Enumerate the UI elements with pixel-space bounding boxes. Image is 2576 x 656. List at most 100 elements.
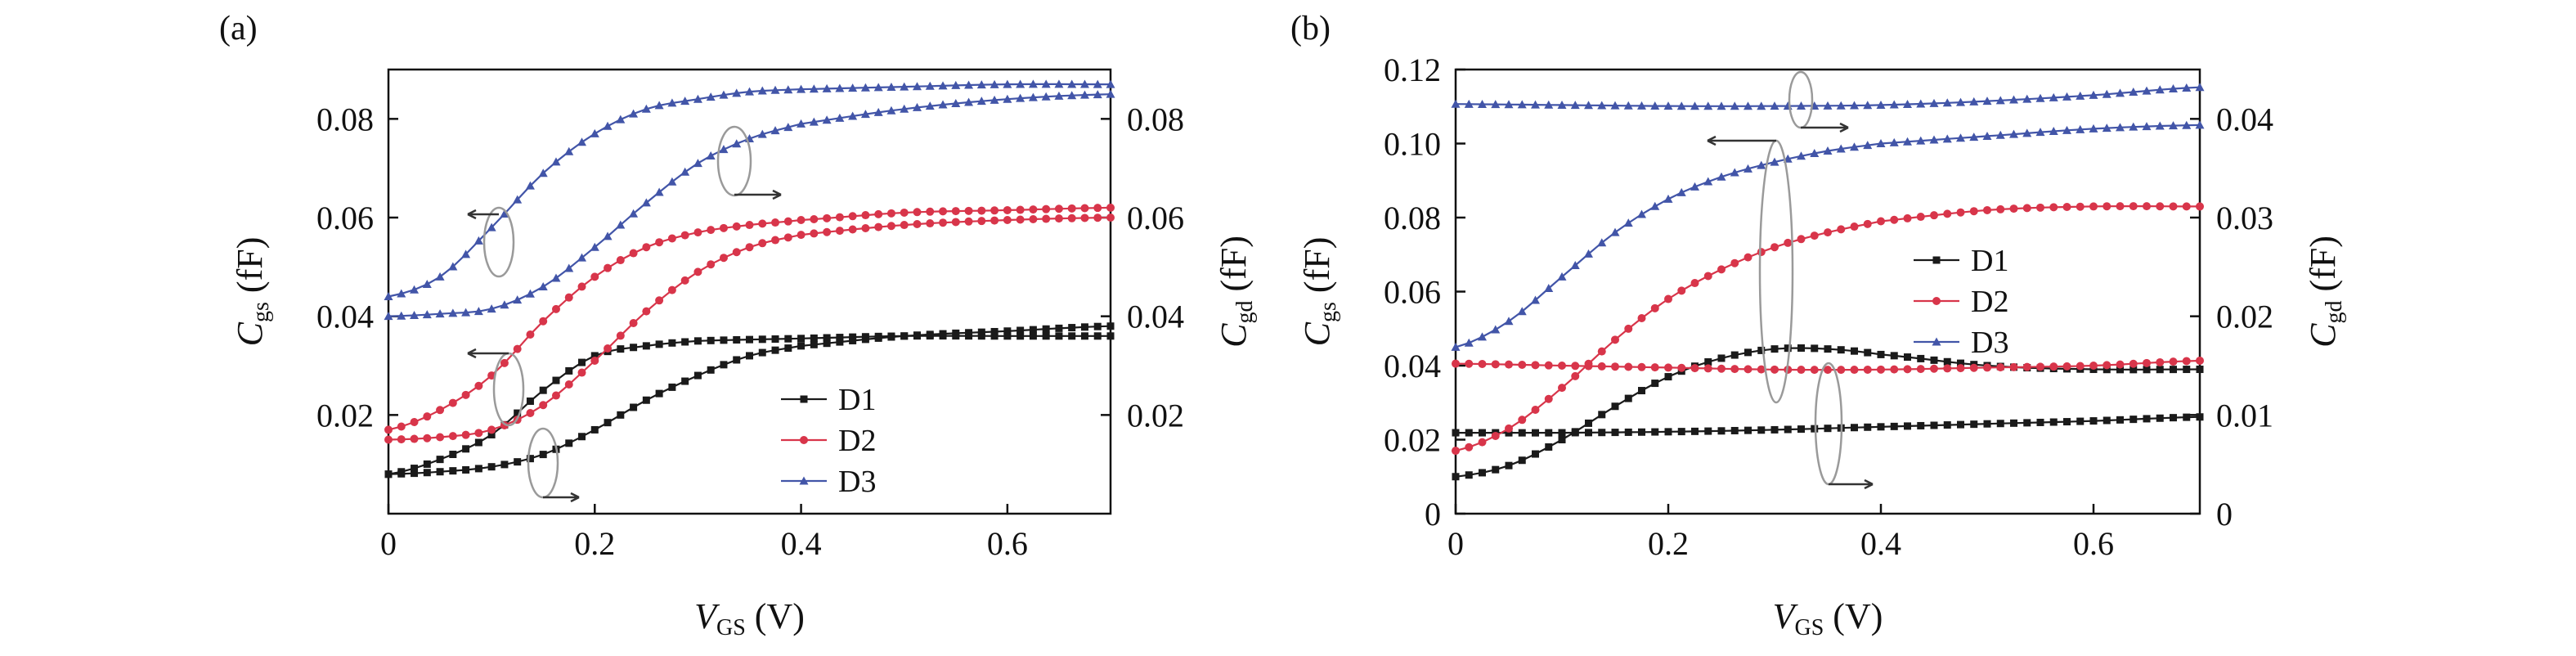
data-point [1664,373,1672,381]
data-point [616,256,625,265]
y-right-tick-label: 0.08 [1127,101,1184,137]
data-point [1651,428,1659,436]
data-point [590,128,599,137]
data-point [2036,203,2044,212]
data-point [1531,361,1540,370]
data-point [719,223,728,232]
data-point [1890,365,1899,374]
data-point [642,342,650,350]
data-point [1106,203,1115,212]
data-point [758,239,767,248]
legend: D1 D2 D3 [781,383,876,499]
data-point [410,418,419,427]
data-point [1093,204,1102,213]
group-ellipse [527,427,559,499]
data-point [1717,101,1726,110]
data-point [642,307,651,316]
data-point [1810,366,1819,375]
data-point [1585,419,1592,427]
data-point [2169,84,2178,93]
data-point [1611,335,1619,344]
data-point [1757,101,1766,110]
data-point [977,328,985,336]
data-point [732,222,741,231]
data-point [1824,228,1832,237]
series-line [388,93,1111,317]
data-point [487,430,496,438]
data-point [719,145,729,154]
data-point [1811,344,1819,353]
data-point [2196,356,2204,365]
data-point [448,262,458,271]
data-point [874,334,882,342]
data-point [1744,426,1752,434]
right-arrow-icon [734,189,782,200]
data-point [873,83,883,92]
data-point [797,216,806,225]
plot-frame [387,68,1112,515]
data-point [2183,366,2191,374]
data-point [1478,360,1487,369]
data-point [539,401,548,410]
data-point [1517,100,1527,109]
data-point [617,345,625,353]
data-point [680,167,690,176]
data-point [900,208,909,217]
data-point [1518,429,1526,437]
data-point [2116,202,2125,211]
data-point [1544,284,1554,293]
data-point [951,218,960,227]
data-point [1545,429,1553,437]
data-point [1983,420,1991,428]
data-point [1677,428,1685,436]
data-point [732,248,741,257]
data-point [680,97,690,106]
group-ellipse [1788,70,1814,129]
data-point [1029,214,1038,223]
data-point [449,451,457,459]
data-point [835,113,845,122]
data-point [1080,332,1088,340]
data-point [926,207,935,216]
data-point [564,263,574,272]
y-right-tick-label: 0.01 [2216,397,2273,434]
data-point [1916,99,1926,108]
data-point [1584,362,1593,371]
data-point [2142,86,2152,95]
legend-label: D1 [1971,244,2008,278]
data-point [1624,394,1632,402]
legend-marker [1932,337,1941,346]
data-point [1544,361,1553,370]
data-point [1969,133,1979,142]
x-axis-title: VGS (V) [694,596,805,640]
data-point [1016,326,1025,335]
data-point [912,82,922,91]
data-point [1517,307,1527,316]
data-point [2049,418,2058,426]
data-point [1016,79,1025,88]
data-point [487,425,496,434]
data-point [1824,425,1832,433]
data-point [1903,137,1912,146]
data-point [835,227,844,236]
data-point [1850,101,1859,110]
data-point [1054,79,1064,88]
data-point [1479,469,1486,477]
data-point [2129,122,2138,131]
data-point [2142,122,2152,131]
data-point [2169,357,2178,366]
x-tick-label: 0.4 [781,525,822,562]
data-point [693,371,702,380]
series-D2-left [1452,202,2204,456]
data-point [1730,426,1739,434]
data-point [1876,100,1886,109]
data-point [1943,364,1952,373]
data-point [1041,79,1051,88]
y-left-axis-title: Cgs (fF) [1297,237,1341,347]
data-point [784,335,792,343]
data-point [629,249,638,258]
data-point [1452,447,1460,456]
data-point [964,97,974,106]
data-point [2089,417,2098,425]
data-point [1651,380,1659,388]
